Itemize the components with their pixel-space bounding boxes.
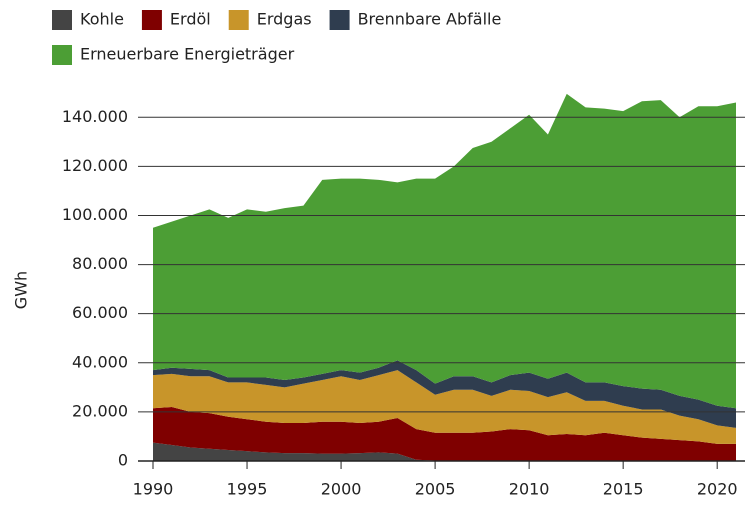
area bbox=[153, 370, 736, 444]
y-tick-label: 40.000 bbox=[72, 352, 128, 371]
x-tick-label: 1995 bbox=[227, 480, 268, 499]
y-tick-label: 20.000 bbox=[72, 401, 128, 420]
x-tick-label: 2000 bbox=[321, 480, 362, 499]
y-tick-label: 140.000 bbox=[62, 107, 128, 126]
x-tick-label: 2015 bbox=[603, 480, 644, 499]
legend-label: Erdgas bbox=[257, 10, 312, 29]
legend-label: Brennbare Abfälle bbox=[358, 10, 502, 29]
area bbox=[153, 93, 736, 409]
y-tick-label: 0 bbox=[118, 451, 128, 470]
area bbox=[153, 360, 736, 428]
x-tick-label: 2005 bbox=[415, 480, 456, 499]
legend-label: Erneuerbare Energieträger bbox=[80, 45, 295, 64]
legend-swatch bbox=[228, 10, 249, 30]
area bbox=[153, 442, 736, 461]
area bbox=[153, 406, 736, 461]
legend-label: Kohle bbox=[80, 10, 124, 29]
legend-label: Erdöl bbox=[170, 10, 211, 29]
legend-swatch bbox=[141, 10, 162, 30]
y-tick-label: 80.000 bbox=[72, 254, 128, 273]
x-tick-label: 1990 bbox=[133, 480, 174, 499]
y-tick-label: 120.000 bbox=[62, 156, 128, 175]
legend-swatch bbox=[329, 10, 350, 30]
legend-swatch bbox=[52, 10, 72, 30]
y-tick-label: 60.000 bbox=[72, 303, 128, 322]
legend-swatch bbox=[52, 45, 72, 65]
x-tick-label: 2020 bbox=[697, 480, 738, 499]
x-tick-label: 2010 bbox=[509, 480, 550, 499]
y-tick-label: 100.000 bbox=[62, 205, 128, 224]
y-axis-label: GWh bbox=[12, 271, 31, 309]
